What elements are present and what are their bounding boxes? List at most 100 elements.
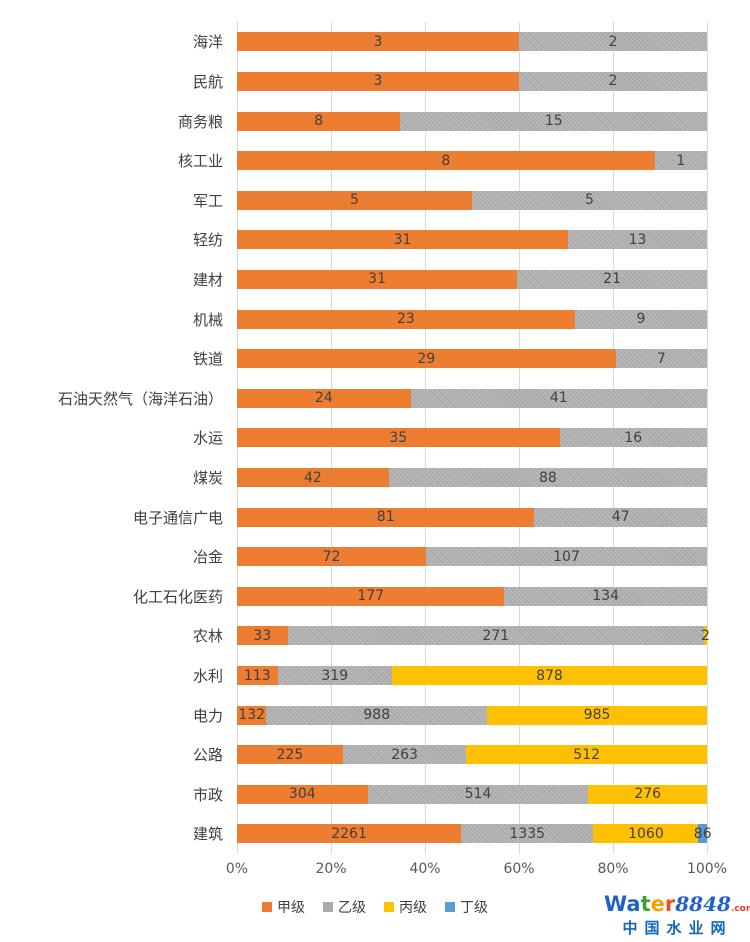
brand-line: Water8848.com <box>604 892 750 916</box>
category-label: 电力 <box>192 706 223 725</box>
bar-segment-丙级: 2 <box>701 626 710 646</box>
chart-row: 农林 33 271 2 <box>0 616 710 656</box>
bar-segment-乙级: 9 <box>574 309 707 329</box>
bar-segment-丙级: 985 <box>487 705 707 725</box>
bar-value-label: 319 <box>321 667 349 684</box>
bar-value-label: 42 <box>304 469 322 486</box>
bar-value-label: 72 <box>322 548 341 565</box>
bar-value-label: 113 <box>243 667 271 684</box>
category-label: 市政 <box>192 785 223 804</box>
chart-row: 军工 5 5 <box>0 180 707 220</box>
chart-rows: 海洋 3 2 民航 3 2 商务粮 8 15 核工业 8 1 军工 5 5 轻纺 31 13 建材 31 21 机械 23 9… <box>0 22 712 854</box>
chart-row: 轻纺 31 13 <box>0 220 707 260</box>
legend-label: 乙级 <box>338 900 366 916</box>
bar-value-label: 1060 <box>628 825 664 842</box>
category-label: 机械 <box>192 310 223 329</box>
legend-label: 丁级 <box>460 900 488 916</box>
bar-value-label: 9 <box>636 311 646 328</box>
bar-segment-丙级: 1060 <box>593 824 699 844</box>
bar-segment-乙级: 514 <box>367 784 589 804</box>
bar-segment-甲级: 304 <box>237 784 368 804</box>
bar-segment-丙级: 276 <box>588 784 707 804</box>
bar-segment-乙级: 5 <box>472 190 707 210</box>
bar-track: 31 13 <box>237 230 707 250</box>
bar-segment-甲级: 113 <box>237 666 278 686</box>
legend: 甲级 乙级 丙级 丁级 <box>0 897 750 917</box>
bar-track: 225 263 512 <box>237 745 707 765</box>
bar-segment-乙级: 1335 <box>461 824 594 844</box>
bar-segment-甲级: 132 <box>237 705 267 725</box>
category-label: 冶金 <box>192 548 223 567</box>
brand-letter: e <box>650 892 665 916</box>
gridline <box>706 22 708 854</box>
category-label: 民航 <box>192 72 223 91</box>
legend-swatch-icon <box>323 902 333 912</box>
bar-value-label: 225 <box>276 746 304 763</box>
bar-value-label: 35 <box>389 429 408 446</box>
category-label: 海洋 <box>192 33 223 52</box>
bar-value-label: 134 <box>592 588 620 605</box>
bar-value-label: 304 <box>288 786 316 803</box>
bar-segment-乙级: 319 <box>277 666 392 686</box>
bar-value-label: 8 <box>314 113 324 130</box>
bar-value-label: 86 <box>693 825 712 842</box>
bar-track: 33 271 2 <box>237 626 710 646</box>
bar-segment-乙级: 15 <box>400 111 707 131</box>
bar-value-label: 8 <box>441 152 451 169</box>
chart-row: 石油天然气（海洋石油） 24 41 <box>0 378 707 418</box>
bar-segment-甲级: 3 <box>237 71 519 91</box>
brand-number: 8848 <box>675 892 731 916</box>
bar-value-label: 512 <box>573 746 601 763</box>
bar-track: 304 514 276 <box>237 784 707 804</box>
legend-swatch-icon <box>262 902 272 912</box>
bar-track: 31 21 <box>237 269 707 289</box>
chart-row: 水运 35 16 <box>0 418 707 458</box>
chart-row: 公路 225 263 512 <box>0 735 707 775</box>
bar-value-label: 31 <box>393 231 412 248</box>
bar-value-label: 514 <box>464 786 492 803</box>
x-tick-label: 20% <box>315 861 347 877</box>
chart-row: 核工业 8 1 <box>0 141 707 181</box>
bar-segment-乙级: 41 <box>410 388 707 408</box>
bar-segment-乙级: 2 <box>519 71 707 91</box>
x-axis: 0% 20% 40% 60% 80% 100% <box>226 861 727 879</box>
bar-track: 113 319 878 <box>237 666 707 686</box>
bar-value-label: 985 <box>583 707 611 724</box>
chart-row: 机械 23 9 <box>0 299 707 339</box>
bar-value-label: 5 <box>585 192 594 209</box>
chart-row: 商务粮 8 15 <box>0 101 707 141</box>
category-label: 水利 <box>192 667 223 686</box>
bar-segment-甲级: 5 <box>237 190 472 210</box>
bar-value-label: 31 <box>368 271 386 288</box>
category-label: 建筑 <box>192 825 223 844</box>
chart-row: 建筑 2261 1335 1060 86 <box>0 814 712 854</box>
bar-track: 72 107 <box>237 547 707 567</box>
bar-track: 35 16 <box>237 428 707 448</box>
bar-value-label: 16 <box>624 429 643 446</box>
bar-value-label: 47 <box>611 509 630 526</box>
chart-row: 海洋 3 2 <box>0 22 707 62</box>
bar-segment-甲级: 35 <box>237 428 560 448</box>
chart-row: 电子通信广电 81 47 <box>0 497 707 537</box>
bar-segment-甲级: 72 <box>237 547 427 567</box>
bar-segment-丁级: 86 <box>694 824 712 844</box>
bar-track: 2261 1335 1060 86 <box>237 824 712 844</box>
bar-track: 24 41 <box>237 388 707 408</box>
category-label: 化工石化医药 <box>132 587 223 606</box>
category-label: 公路 <box>192 746 223 765</box>
bar-segment-乙级: 134 <box>504 586 707 606</box>
bar-value-label: 29 <box>417 350 436 367</box>
bar-segment-甲级: 24 <box>237 388 411 408</box>
category-label: 军工 <box>192 191 223 210</box>
bar-segment-甲级: 33 <box>237 626 288 646</box>
bar-value-label: 276 <box>634 786 662 803</box>
bar-value-label: 263 <box>391 746 418 763</box>
bar-segment-甲级: 2261 <box>237 824 462 844</box>
bar-segment-乙级: 271 <box>287 626 704 646</box>
legend-item: 乙级 <box>323 897 366 917</box>
category-label: 商务粮 <box>177 112 223 131</box>
